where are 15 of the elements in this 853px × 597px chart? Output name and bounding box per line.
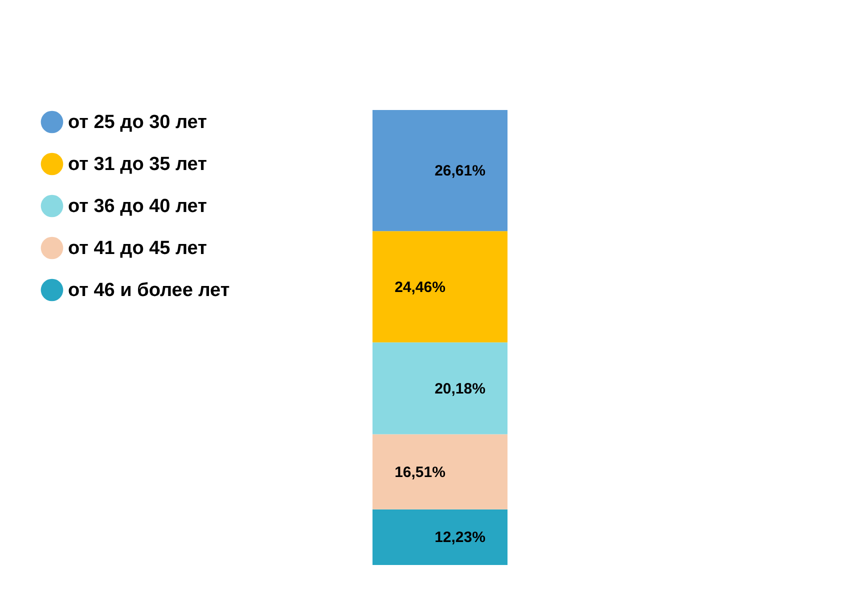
legend-label: от 41 до 45 лет xyxy=(68,238,207,259)
bar xyxy=(372,509,508,565)
data-label: 20,18% xyxy=(434,380,486,398)
bar xyxy=(372,342,508,434)
legend-label: от 25 до 30 лет xyxy=(68,112,207,133)
bar xyxy=(372,231,508,342)
legend-label: от 36 до 40 лет xyxy=(68,196,207,217)
data-label: 16,51% xyxy=(394,464,446,481)
legend-label: от 31 до 35 лет xyxy=(68,154,207,175)
legend-label: от 46 и более лет xyxy=(68,280,230,301)
bar xyxy=(372,110,508,232)
data-label: 26,61% xyxy=(434,162,486,180)
data-label: 12,23% xyxy=(434,529,486,546)
bar xyxy=(372,434,508,510)
data-label: 24,46% xyxy=(394,278,446,296)
